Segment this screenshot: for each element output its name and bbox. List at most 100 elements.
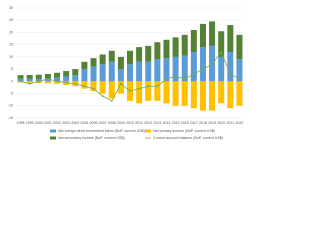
bar (44, 78, 51, 82)
bar (35, 74, 42, 79)
x-tick-label: 2000 (35, 121, 43, 125)
line-marker (129, 90, 131, 93)
line-marker (65, 81, 68, 84)
bar (108, 81, 115, 99)
bar (117, 69, 124, 82)
x-tick-label: 2015 (172, 121, 180, 125)
bar (90, 66, 97, 82)
bar (154, 81, 161, 101)
bar (145, 61, 152, 82)
x-tick-label: 2003 (62, 121, 70, 125)
line-marker (47, 77, 49, 80)
bar (108, 50, 115, 62)
bar (35, 78, 42, 82)
bar (236, 34, 243, 60)
line-marker (147, 85, 150, 88)
bar (199, 47, 206, 82)
bar (181, 55, 188, 82)
line-marker (238, 77, 241, 80)
bar (154, 59, 161, 82)
line-marker (202, 68, 204, 71)
line-marker (138, 87, 141, 90)
bar (190, 81, 197, 109)
x-tick-label: 2016 (181, 121, 189, 125)
bar (218, 81, 225, 104)
bar (163, 39, 170, 59)
x-tick-label: 2013 (153, 121, 161, 125)
bar (126, 64, 134, 82)
line-marker (101, 95, 104, 97)
x-tick-label: 2002 (53, 121, 61, 125)
y-tick-label: -15 (8, 116, 13, 120)
bar (72, 69, 79, 76)
bar (99, 54, 106, 65)
bar (81, 61, 88, 70)
line-marker (119, 82, 122, 85)
bar (163, 58, 170, 82)
bar (90, 81, 97, 92)
y-tick-label: 30 (9, 6, 13, 10)
bar (172, 37, 179, 57)
bar (44, 81, 51, 84)
bar (218, 31, 225, 57)
bar (181, 81, 188, 106)
bar (181, 34, 188, 56)
x-tick-label: 1999 (26, 121, 34, 125)
legend-swatch (50, 136, 56, 140)
bar (17, 78, 24, 82)
line-marker (110, 99, 113, 102)
bar (54, 77, 61, 82)
bar (172, 81, 179, 106)
bar (117, 56, 124, 70)
x-tick-label: 2014 (162, 121, 170, 125)
y-tick-label: -10 (8, 104, 13, 108)
bar (145, 81, 152, 101)
x-tick-label: 2009 (117, 121, 125, 125)
bar (17, 75, 24, 79)
bar (26, 78, 33, 82)
legend-swatch (50, 129, 56, 133)
line-marker (192, 73, 195, 75)
bar (90, 58, 97, 67)
line-marker (28, 82, 31, 85)
x-tick-label: 2001 (44, 121, 52, 125)
bar (126, 50, 134, 65)
x-tick-label: 2012 (144, 121, 152, 125)
line-marker (211, 63, 213, 66)
bar (227, 25, 234, 52)
y-tick-label: 5 (11, 67, 13, 71)
legend-label: Net primary income (BoP, current US$) (153, 129, 215, 133)
bar (44, 74, 51, 79)
legend-label: Net foreign direct investment inflow (Bo… (58, 129, 145, 133)
y-tick-label: 25 (9, 18, 13, 22)
bar (136, 81, 143, 104)
x-tick-label: 2018 (199, 121, 207, 125)
bar (236, 81, 243, 106)
legend-label: Current account balance (BoP, current US… (153, 136, 223, 140)
y-tick-label: -5 (10, 92, 13, 96)
line-marker (229, 73, 232, 75)
line-marker (174, 75, 177, 78)
y-tick-label: 0 (11, 79, 13, 83)
y-tick-label: 10 (9, 55, 13, 59)
bar (81, 81, 88, 89)
x-tick-label: 2017 (190, 121, 198, 125)
bar (26, 81, 33, 83)
bar (81, 69, 88, 82)
bar (117, 81, 124, 94)
bar (236, 59, 243, 82)
x-tick-label: 2022 (235, 121, 243, 125)
x-tick-label: 2006 (90, 121, 98, 125)
bar (99, 81, 106, 94)
x-tick-label: 2010 (126, 121, 134, 125)
bar (227, 52, 234, 82)
line-marker (220, 51, 223, 53)
bar (190, 30, 197, 52)
bar (172, 56, 179, 82)
legend-label: Net secondary income (BoP, current US$) (58, 136, 125, 140)
line-marker (56, 80, 58, 83)
x-tick-label: 2019 (208, 121, 216, 125)
chart: -15 -10 -5 0 5 10 15 20 25 30 1998 1999 2000 2001 2002… (8, 6, 244, 140)
bar (190, 52, 197, 82)
x-tick-label: 2004 (71, 121, 79, 125)
